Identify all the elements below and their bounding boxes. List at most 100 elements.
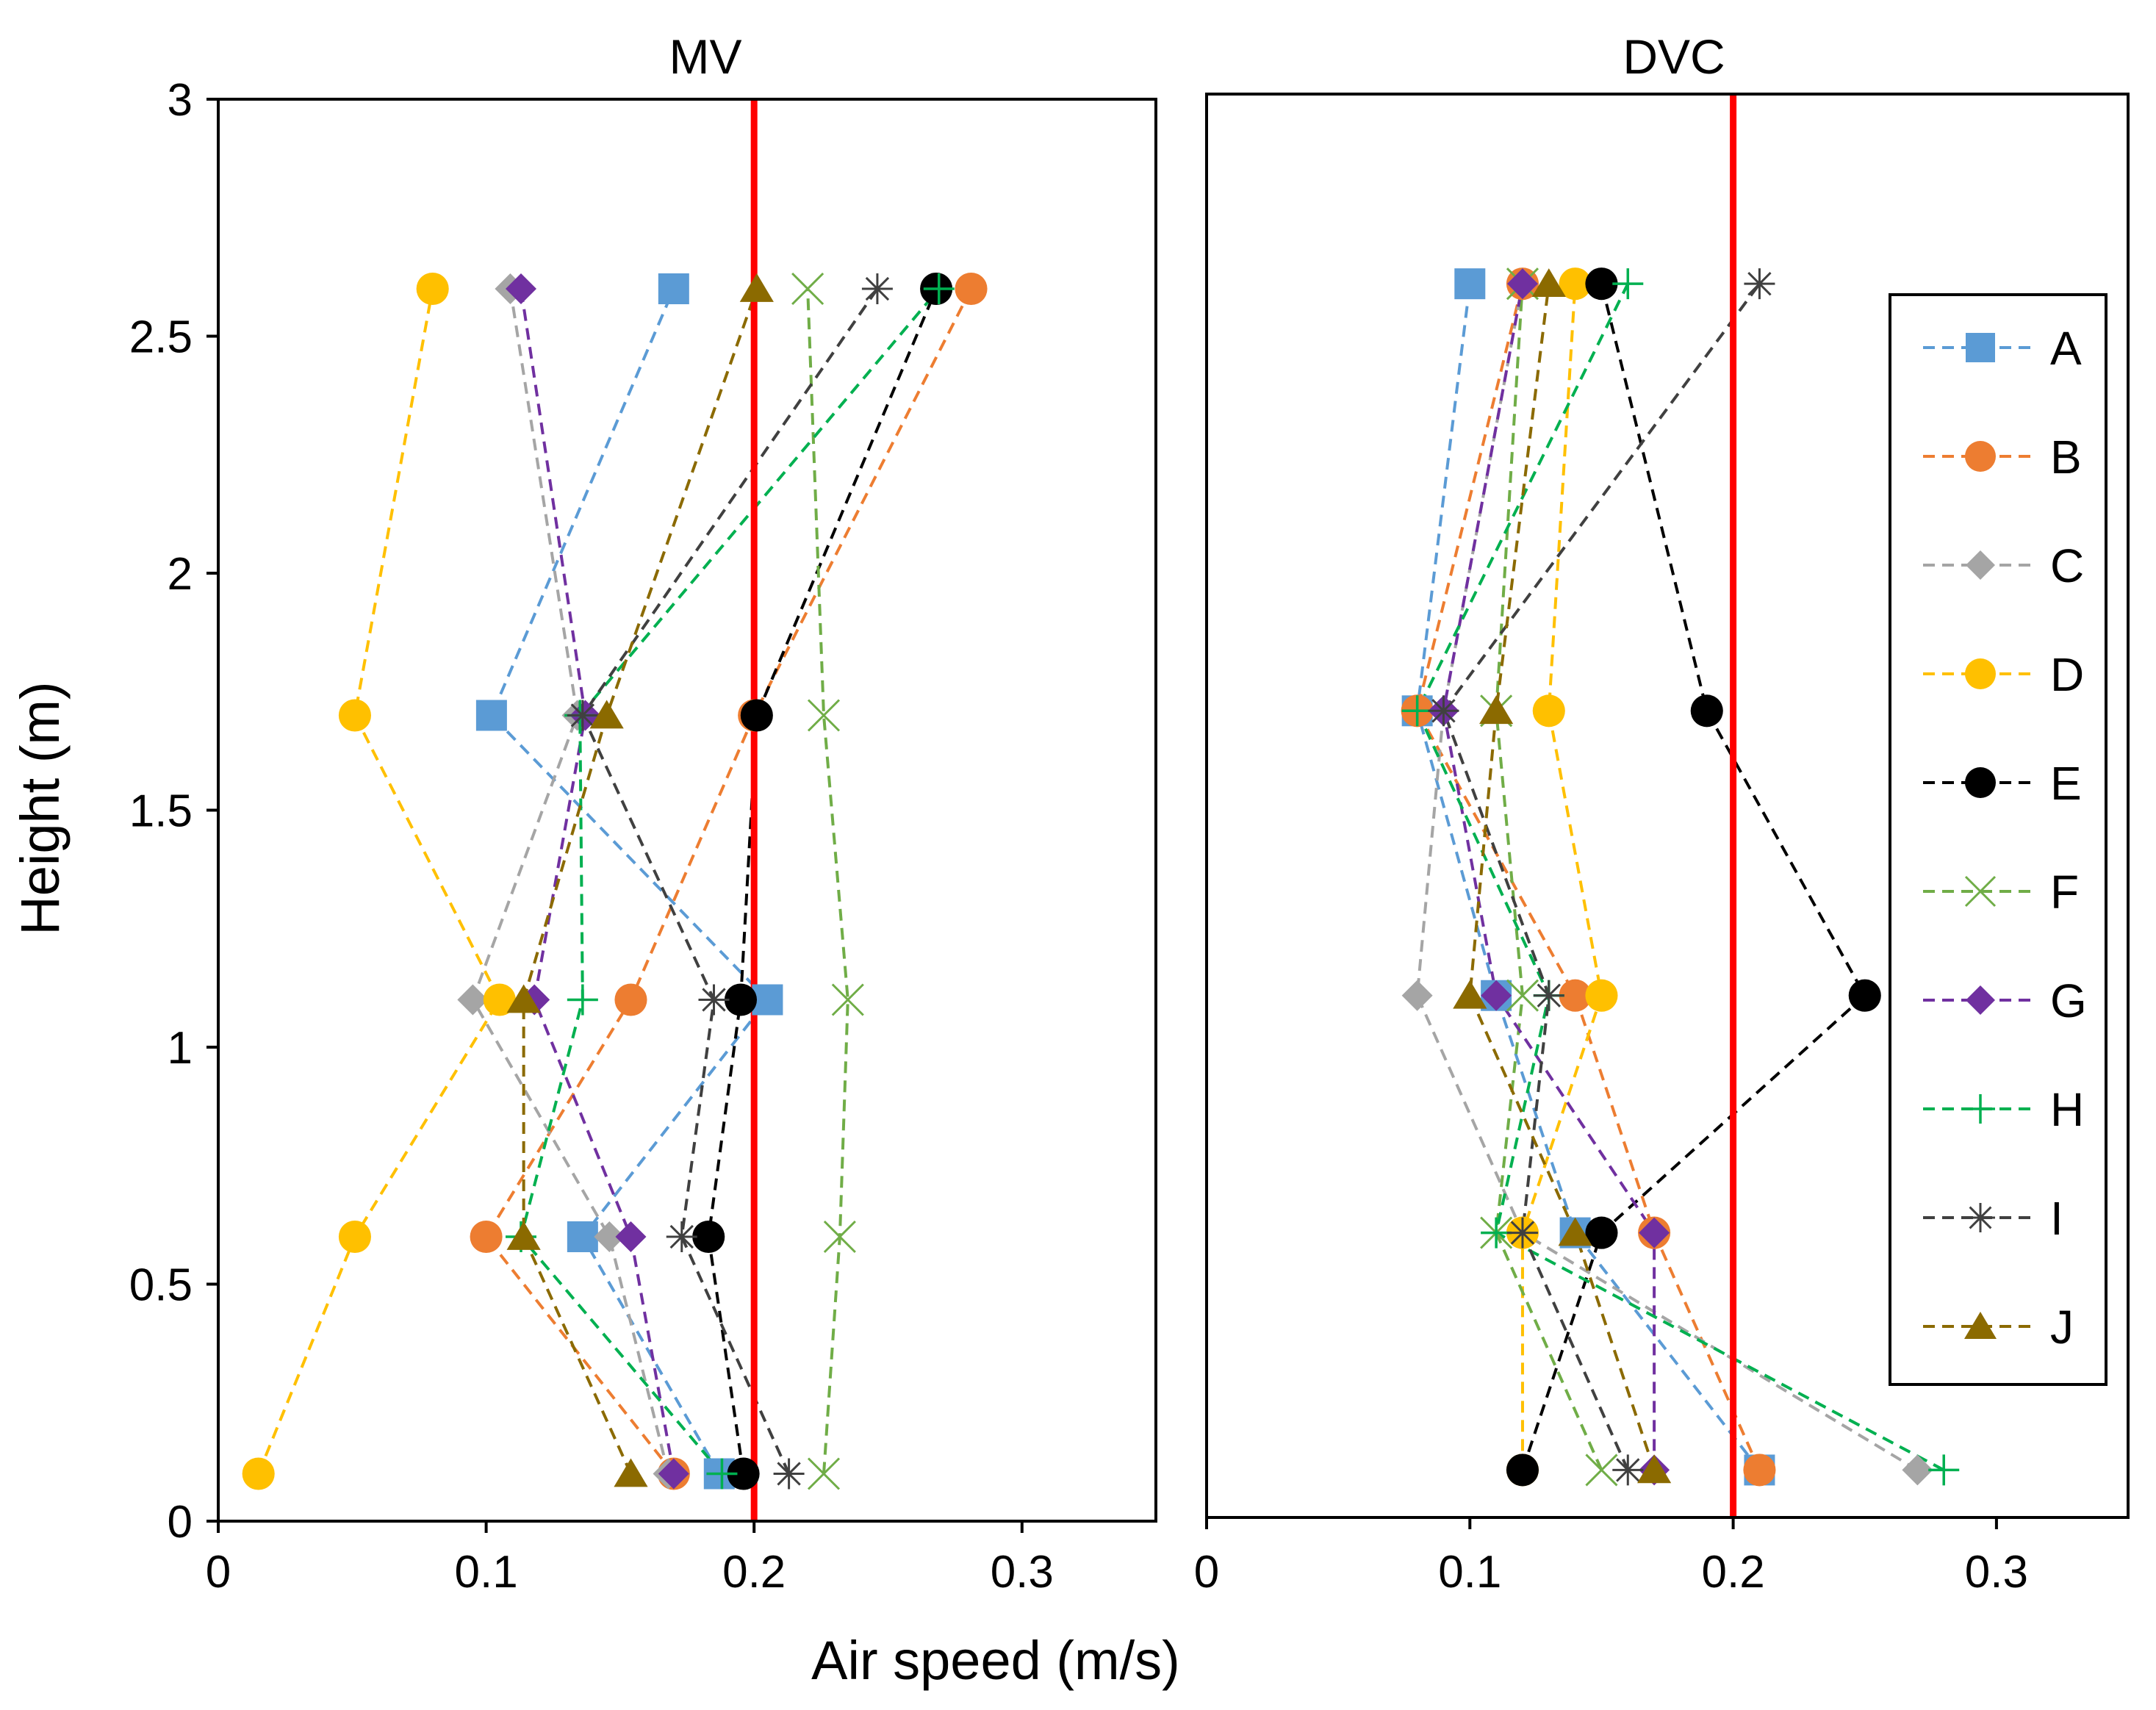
- mv-point-J-4: [739, 273, 774, 302]
- dvc-point-G-4: [1506, 268, 1538, 300]
- legend-label: J: [2050, 1301, 2074, 1354]
- mv-point-I-1: [666, 1221, 697, 1252]
- legend-frame: [1889, 293, 2108, 1386]
- legend-label: H: [2050, 1083, 2084, 1136]
- legend-marker-F: [1964, 875, 1997, 908]
- dvc-point-F-0: [1585, 1454, 1618, 1487]
- panel-dvc: DVC: [1205, 29, 2130, 1519]
- dvc-point-J-2: [1453, 980, 1487, 1009]
- mv-point-A-4: [658, 273, 689, 304]
- mv-x-tick-label: 0.1: [454, 1547, 517, 1598]
- legend-item-B: B: [1923, 431, 2082, 484]
- mv-series-line-F: [806, 288, 849, 1474]
- mv-point-F-3: [807, 699, 841, 732]
- legend-label: D: [2050, 648, 2084, 701]
- legend-marker-D: [1965, 658, 1996, 689]
- legend-marker-J: [1964, 1312, 1997, 1339]
- dvc-point-E-4: [1585, 267, 1618, 301]
- mv-point-D-0: [242, 1457, 275, 1490]
- legend-item-E: E: [1923, 757, 2082, 810]
- mv-point-A-3: [475, 700, 507, 731]
- dvc-point-C-2: [1401, 980, 1433, 1011]
- dvc-point-J-0: [1637, 1454, 1672, 1484]
- legend-item-I: I: [1923, 1192, 2063, 1245]
- mv-point-G-1: [615, 1221, 647, 1252]
- y-axis-title: Height (m): [10, 681, 71, 935]
- dvc-series-line-A: [1415, 283, 1761, 1471]
- legend-item-D: D: [1923, 648, 2084, 701]
- panel-title-mv: MV: [669, 29, 742, 84]
- dvc-plot-frame: [1205, 93, 2130, 1519]
- legend-marker-I: [1966, 1203, 1995, 1232]
- dvc-point-B-2: [1559, 979, 1592, 1012]
- dvc-x-tick-label: 0.3: [1965, 1547, 2028, 1598]
- y-tick-label: 0: [168, 1497, 193, 1548]
- legend-marker-C: [1966, 550, 1995, 580]
- legend-label: F: [2050, 866, 2079, 919]
- panel-title-dvc: DVC: [1623, 29, 1725, 84]
- legend-marker-H: [1966, 1094, 1995, 1124]
- y-tick-label: 1.5: [129, 786, 193, 837]
- dvc-point-H-3: [1401, 695, 1433, 727]
- legend-item-J: J: [1923, 1301, 2074, 1354]
- mv-point-H-4: [923, 273, 955, 304]
- mv-point-I-4: [861, 273, 893, 304]
- mv-point-F-4: [791, 272, 824, 306]
- dvc-point-G-2: [1481, 980, 1512, 1011]
- dvc-point-I-4: [1744, 268, 1775, 300]
- legend: A B C D E F G H I J: [1889, 293, 2108, 1386]
- legend-item-G: G: [1923, 974, 2087, 1027]
- mv-point-I-2: [698, 984, 730, 1016]
- dvc-point-H-0: [1928, 1454, 1960, 1486]
- mv-point-C-1: [594, 1221, 625, 1252]
- y-tick-label: 2: [168, 549, 193, 600]
- mv-point-I-0: [773, 1458, 805, 1490]
- dvc-point-H-1: [1481, 1217, 1512, 1249]
- y-tick-label: 1: [168, 1023, 193, 1074]
- dvc-point-I-0: [1612, 1454, 1644, 1486]
- legend-label: C: [2050, 539, 2084, 592]
- dvc-data-layer: [1401, 94, 1960, 1517]
- mv-point-J-1: [506, 1221, 541, 1250]
- mv-point-E-0: [727, 1457, 760, 1490]
- mv-x-tick-label: 0.3: [991, 1547, 1054, 1598]
- dvc-x-tick-label: 0.1: [1438, 1547, 1501, 1598]
- mv-point-J-3: [589, 700, 624, 729]
- mv-point-E-1: [692, 1220, 725, 1254]
- dvc-point-J-3: [1479, 695, 1514, 725]
- dvc-point-D-2: [1585, 979, 1618, 1012]
- mv-point-B-1: [470, 1220, 503, 1254]
- dvc-point-J-1: [1558, 1217, 1592, 1246]
- mv-point-E-3: [740, 699, 773, 732]
- mv-point-D-2: [483, 983, 516, 1016]
- mv-point-J-0: [614, 1458, 648, 1487]
- legend-label: B: [2050, 431, 2082, 484]
- mv-point-J-2: [506, 984, 541, 1013]
- dvc-point-C-0: [1902, 1454, 1933, 1486]
- legend-label: A: [2050, 322, 2082, 375]
- dvc-point-E-2: [1848, 979, 1881, 1012]
- dvc-point-A-4: [1454, 268, 1486, 300]
- mv-x-tick-label: 0: [206, 1547, 231, 1598]
- dvc-point-B-0: [1743, 1454, 1776, 1487]
- mv-series-line-D: [256, 288, 502, 1475]
- mv-series-line-G: [520, 288, 675, 1474]
- dvc-point-E-1: [1585, 1216, 1618, 1249]
- legend-marker-A: [1966, 333, 1995, 362]
- mv-data-layer: [242, 99, 988, 1521]
- mv-point-H-0: [706, 1458, 738, 1490]
- y-tick-label: 0.5: [129, 1260, 193, 1311]
- mv-point-D-4: [416, 272, 449, 306]
- y-tick-label: 3: [168, 75, 193, 126]
- dvc-x-tick-label: 0: [1194, 1547, 1219, 1598]
- x-axis-title: Air speed (m/s): [811, 1630, 1180, 1691]
- mv-point-D-3: [338, 699, 371, 732]
- mv-point-F-2: [831, 983, 864, 1016]
- legend-item-F: F: [1923, 866, 2079, 919]
- mv-x-tick-label: 0.2: [722, 1547, 786, 1598]
- mv-point-G-0: [658, 1458, 689, 1490]
- legend-item-A: A: [1923, 322, 2082, 375]
- mv-point-H-2: [567, 984, 598, 1016]
